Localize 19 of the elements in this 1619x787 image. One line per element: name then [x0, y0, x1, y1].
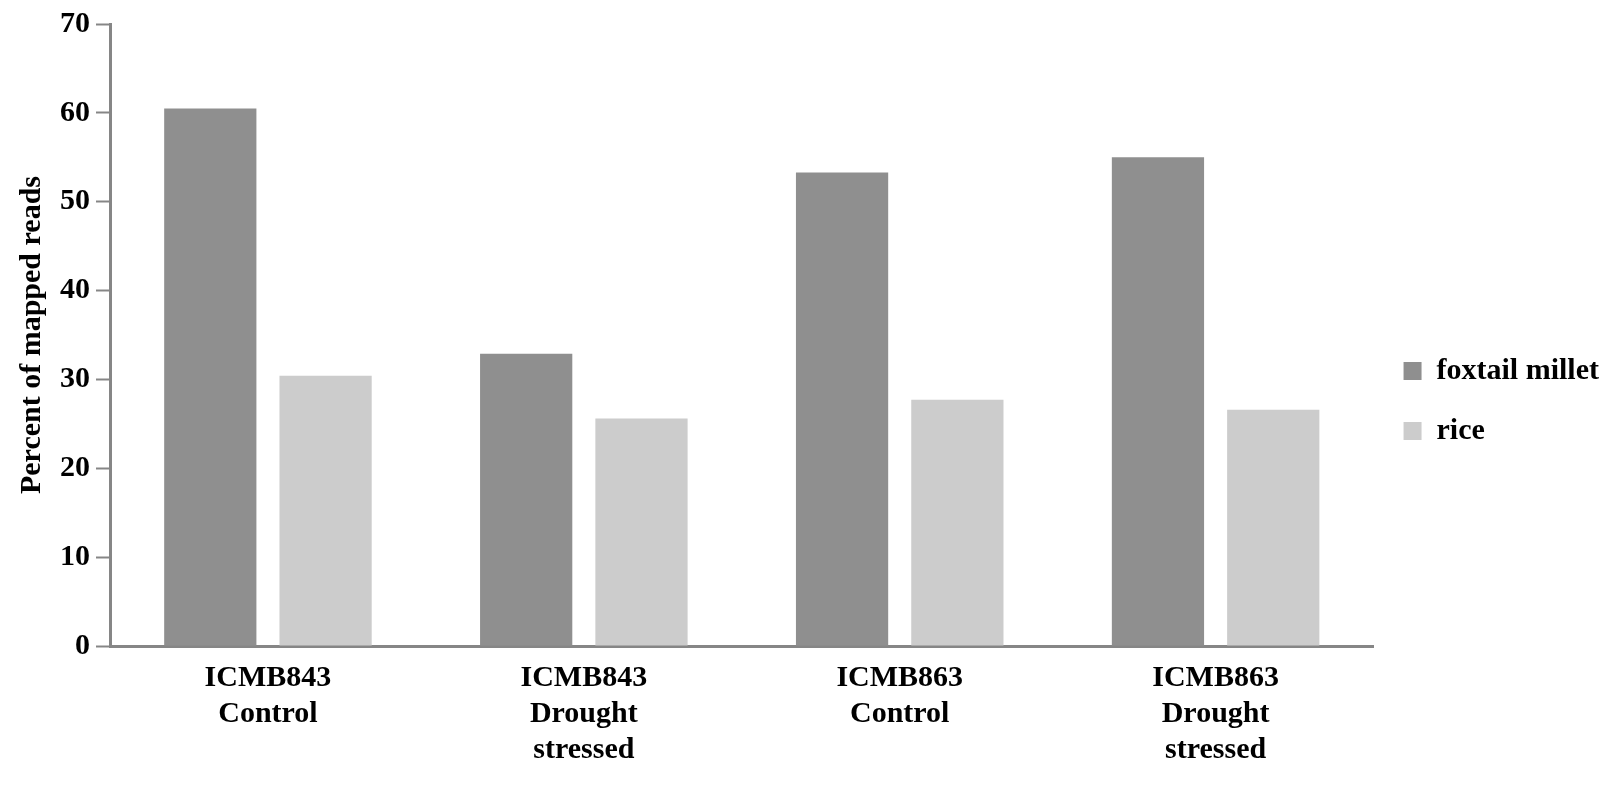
y-tick-label: 0	[75, 626, 90, 660]
x-tick-label: ICMB863 Control	[836, 658, 964, 728]
y-axis-title: Percent of mapped reads	[12, 175, 46, 495]
x-tick-label: ICMB843 Control	[204, 658, 332, 728]
y-tick-label: 50	[60, 182, 90, 216]
bar	[279, 375, 372, 646]
y-tick-label: 60	[60, 93, 90, 127]
x-tick-label: ICMB843 Drought stressed	[520, 658, 648, 764]
x-tick-label: ICMB863 Drought stressed	[1152, 658, 1279, 764]
y-tick-label: 30	[60, 360, 90, 394]
y-tick-label: 10	[60, 537, 90, 571]
legend-label: foxtail millet	[1436, 351, 1600, 385]
bar	[911, 399, 1004, 646]
y-tick-label: 20	[60, 449, 90, 483]
legend-label: rice	[1436, 411, 1485, 445]
y-tick-label: 70	[60, 4, 90, 38]
y-tick-label: 40	[60, 271, 90, 305]
bar	[1227, 409, 1320, 646]
bar	[595, 418, 688, 646]
